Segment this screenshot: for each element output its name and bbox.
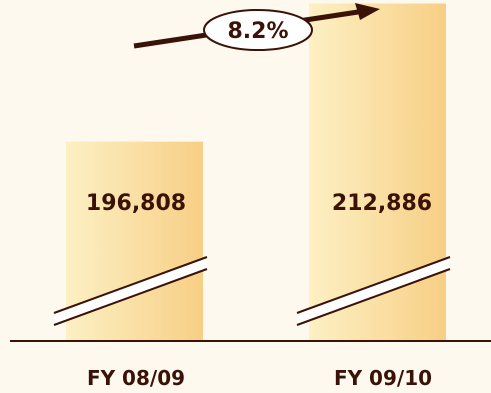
growth-ellipse	[203, 9, 313, 51]
axis-break-band-1	[54, 257, 207, 325]
axis-break-line-1-2	[53, 268, 208, 326]
growth-arrow-head	[355, 3, 380, 20]
axis-break-line-2-1	[296, 256, 451, 314]
axis-break-line-2-2	[296, 268, 451, 326]
growth-label: 8.2%	[227, 19, 288, 44]
value-label-1: 196,808	[86, 191, 186, 216]
value-label-2: 212,886	[332, 191, 432, 216]
category-label-2: FY 09/10	[334, 366, 432, 390]
growth-annotation: 8.2%	[133, 3, 380, 51]
axis-break-band-2	[297, 257, 450, 325]
category-label-1: FY 08/09	[87, 366, 185, 390]
axis-break-line-1-1	[53, 256, 208, 314]
